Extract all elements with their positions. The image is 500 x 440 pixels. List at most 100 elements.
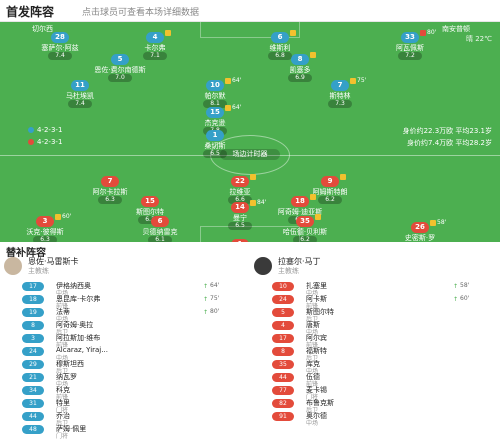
player-name: 帕尔默 [204,92,226,100]
sub-row[interactable]: 24 Alcaraz, Yiraj... 中场 [0,346,240,362]
sub-row[interactable]: 31 特里 门将 [0,399,240,414]
sub-in-icon: ↑ [453,283,459,290]
shirt-number: 15 [206,107,224,118]
player-name: 塞萨尔·阿兹 [41,44,79,52]
sub-row[interactable]: 5 斯图尔特 后卫 [250,308,490,323]
sub-row[interactable]: 29 穆斯坦西 后卫 [0,360,240,375]
away-formation-dot [28,139,34,145]
away-player[interactable]: 7 阿尔卡拉斯 6.3 [80,176,140,208]
sub-name: 布鲁克斯 [306,399,334,407]
sub-row[interactable]: 8 福斯特 后卫 [250,347,490,362]
card-icon [290,30,296,36]
away-player[interactable]: 14 曼宁 6.5 84' [210,199,270,234]
page-title: 首发阵容 [6,5,55,19]
away-player[interactable]: 22 拉维亚 6.6 [210,174,270,208]
sub-row[interactable]: 4 唐斯 中场 [250,321,490,336]
player-name: 维斯利 [269,44,291,52]
sub-position: 中场 [306,368,319,375]
away-worth: 身价约7.4万欧 平均28.2岁 [407,139,492,147]
home-player[interactable]: 33 阿瓦佩斯 7.2 80' [380,29,440,64]
sub-name: 纳瓦罗 [56,373,77,381]
shirt-number: 6 [151,216,169,227]
sub-number: 21 [22,373,44,382]
sub-minute: 60' [62,213,72,220]
player-name: 杰克逊 [204,119,226,127]
sub-row[interactable]: 34 科克 前锋 [0,386,240,401]
shirt-number: 28 [51,32,69,43]
sub-row[interactable]: 48 萨姆·佩里 门将 [0,425,240,440]
sub-row[interactable]: 10 扎塞里 中场 ↑ 58' [250,282,490,297]
shirt-number: 8 [291,54,309,65]
sub-row[interactable]: 19 法蒂 中场 ↑ 80' [0,308,240,323]
away-player[interactable]: 6 贝德纳雷克 6.1 [130,216,190,248]
player-rating: 6.3 [98,196,122,204]
sub-position: 门将 [306,394,319,401]
player-rating: 7.4 [48,52,72,60]
player-name: 沃克·彼得斯 [26,228,64,236]
sub-row[interactable]: 8 阿奇姆·奥拉 后卫 [0,321,240,336]
sub-name: 斯图尔特 [306,308,334,316]
sub-row[interactable]: 35 库克 中场 [250,360,490,375]
home-player[interactable]: 11 马杜埃凯 7.4 [50,80,110,112]
away-player[interactable]: 3 沃克·彼得斯 6.3 60' [15,213,75,248]
away-player[interactable]: 9 阿姆斯特朗 6.2 [300,174,360,208]
sub-name: 扎塞里 [306,282,327,290]
card-icon [310,194,316,200]
home-formation: 4-2-3-1 [28,126,62,134]
player-rating: 6.2 [318,196,342,204]
pitch: 场边计时器 切尔西 南安普顿 晴 22℃ 4-2-3-1 4-2-3-1 身价约… [0,22,500,267]
player-name: 曼宁 [233,214,247,222]
shirt-number: 11 [71,80,89,91]
away-player[interactable]: 15 斯图尔特 6.3 [120,196,180,228]
shirt-number: 7 [101,176,119,187]
sub-in-icon: ↑ [203,296,209,303]
sub-minute: 75' [210,295,220,302]
shirt-number: 26 [411,222,429,233]
home-player[interactable]: 1 桑切斯 6.5 [185,130,245,162]
sub-number: 35 [272,360,294,369]
sub-row[interactable]: 3 阿拉斯加·维布 前锋 [0,334,240,349]
away-coach[interactable]: 拉塞尔·马丁 主教练 [250,254,490,278]
sub-row[interactable]: 21 纳瓦罗 中场 [0,373,240,388]
sub-name: Alcaraz, Yiraj... [56,346,108,354]
sub-row[interactable]: 44 伍德 前锋 [250,373,490,388]
sub-row[interactable]: 44 乔治 后卫 [0,412,240,427]
player-name: 贝德纳雷克 [142,228,178,236]
home-player[interactable]: 5 恩佐·费尔南德斯 7.0 [90,54,150,86]
sub-position: 后卫 [306,316,319,323]
sub-number: 10 [272,282,294,291]
home-player[interactable]: 10 帕尔默 8.1 64' [185,77,245,112]
player-rating: 6.2 [293,236,317,244]
sub-position: 前锋 [56,394,69,401]
sub-position: 前锋 [306,381,319,388]
sub-minute: 64' [232,104,242,111]
sub-row[interactable]: 77 麦卡锡 门将 [250,386,490,401]
player-name: 马杜埃凯 [66,92,94,100]
card-icon [250,174,256,180]
sub-in-icon: ↑ [203,309,209,316]
away-player[interactable]: 35 哈伍德·贝利斯 6.2 [275,214,335,248]
sub-row[interactable]: 91 奥尔德 中场 [250,412,490,427]
home-coach[interactable]: 恩佐·马雷斯卡 主教练 [0,254,240,278]
player-name: 卡尔弗 [144,44,166,52]
home-player[interactable]: 4 卡尔弗 7.1 [125,30,185,64]
home-player[interactable]: 28 塞萨尔·阿兹 7.4 [30,32,90,64]
center-badge: 场边计时器 [220,149,280,160]
sub-minute: 80' [427,29,437,36]
sub-row[interactable]: 82 布鲁克斯 后卫 [250,399,490,414]
sub-row[interactable]: 18 恩昆库·卡尔弗 前锋 ↑ 75' [0,295,240,310]
player-name: 史密斯·罗 [404,234,436,242]
sub-row[interactable]: 17 阿尔宾 前锋 [250,334,490,349]
home-player[interactable]: 6 维斯利 6.8 [250,30,310,64]
sub-row[interactable]: 24 阿卡斯 前锋 ↑ 60' [250,295,490,310]
card-icon [310,52,316,58]
sub-number: 3 [22,334,44,343]
sub-row[interactable]: 17 伊格纳西奥 中场 ↑ 64' [0,282,240,297]
home-player[interactable]: 7 斯特林 7.3 75' [310,77,370,112]
sub-name: 奥尔德 [306,412,327,420]
home-player[interactable]: 8 凯塞多 6.9 [270,52,330,86]
sub-number: 18 [22,295,44,304]
sub-number: 8 [272,347,294,356]
player-name: 桑切斯 [204,142,226,150]
